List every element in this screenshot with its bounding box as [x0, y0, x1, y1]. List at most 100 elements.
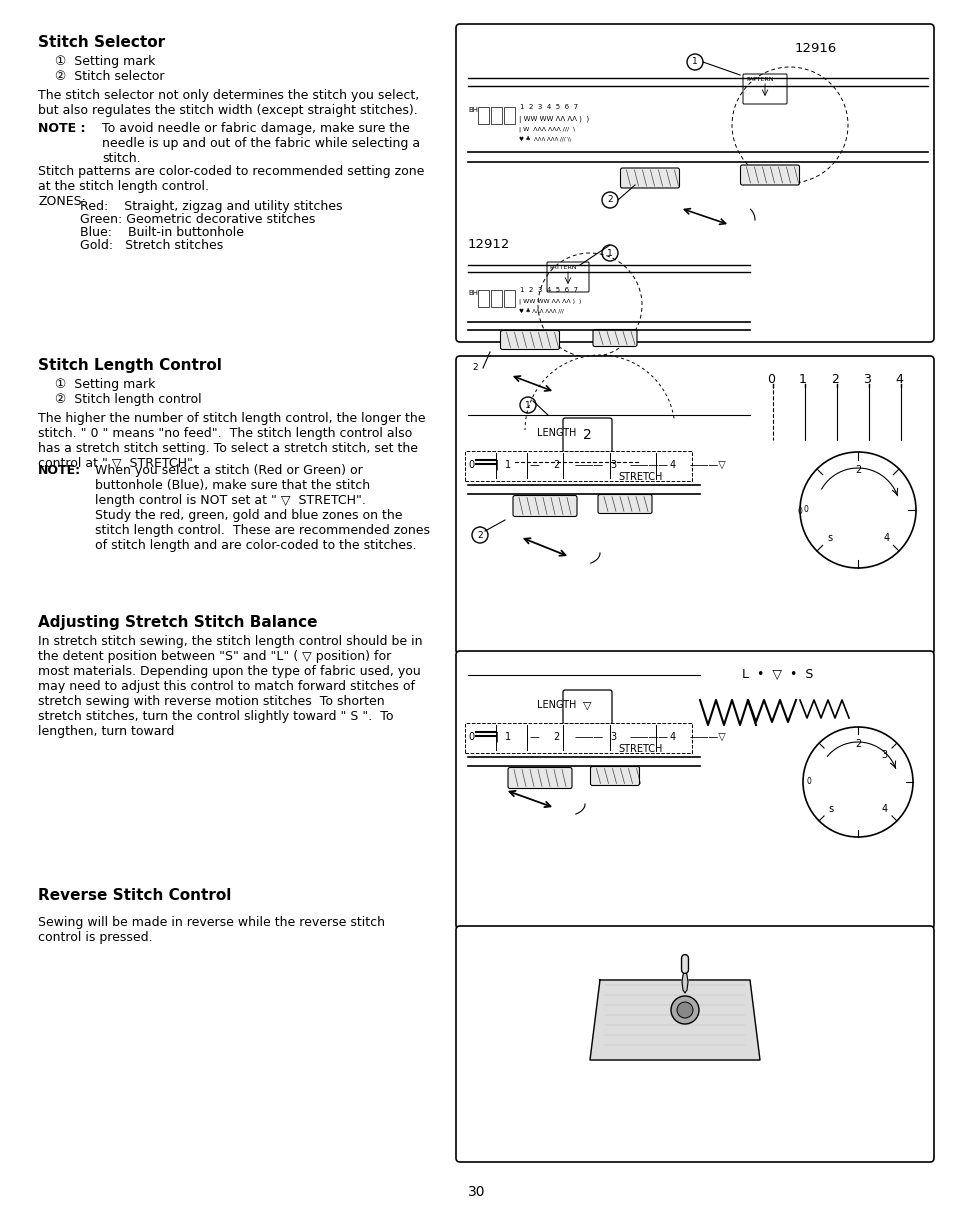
Text: ②  Stitch length control: ② Stitch length control	[55, 393, 201, 406]
Text: 1  2  3  4  5  6  7: 1 2 3 4 5 6 7	[519, 104, 578, 110]
FancyBboxPatch shape	[546, 262, 588, 293]
FancyBboxPatch shape	[562, 690, 612, 724]
FancyBboxPatch shape	[477, 106, 489, 125]
Circle shape	[686, 54, 702, 70]
FancyBboxPatch shape	[590, 767, 639, 786]
Text: STRETCH: STRETCH	[618, 472, 661, 482]
FancyBboxPatch shape	[503, 106, 515, 125]
Circle shape	[601, 245, 618, 261]
Text: 0: 0	[797, 507, 801, 516]
Text: In stretch stitch sewing, the stitch length control should be in
the detent posi: In stretch stitch sewing, the stitch len…	[38, 635, 422, 737]
Text: Green: Geometric decorative stitches: Green: Geometric decorative stitches	[80, 213, 315, 226]
Text: NOTE :: NOTE :	[38, 122, 86, 135]
Text: 0: 0	[468, 731, 474, 742]
Text: 0: 0	[766, 374, 774, 386]
FancyBboxPatch shape	[507, 768, 572, 788]
Text: Stitch Length Control: Stitch Length Control	[38, 358, 222, 374]
Text: Reverse Stitch Control: Reverse Stitch Control	[38, 887, 232, 903]
Polygon shape	[589, 980, 760, 1060]
Text: 2: 2	[606, 196, 612, 204]
Circle shape	[472, 527, 488, 543]
Text: 12912: 12912	[468, 238, 510, 251]
Text: PATTERN: PATTERN	[745, 77, 773, 82]
Text: 4: 4	[894, 374, 902, 386]
Text: BH: BH	[468, 108, 477, 112]
Text: 1: 1	[504, 731, 511, 742]
Text: 30: 30	[468, 1185, 485, 1199]
Text: ———▽: ———▽	[689, 459, 726, 470]
Text: 2: 2	[553, 459, 558, 470]
Text: ————: ————	[629, 731, 668, 742]
Text: 12916: 12916	[794, 42, 837, 54]
Text: 0: 0	[468, 459, 474, 470]
FancyBboxPatch shape	[562, 418, 612, 452]
Text: 1: 1	[504, 459, 511, 470]
Text: —: —	[530, 731, 539, 742]
Text: BH: BH	[468, 290, 477, 296]
FancyBboxPatch shape	[456, 650, 933, 929]
Text: L  •  ▽  •  S: L • ▽ • S	[741, 669, 813, 681]
Text: 2: 2	[476, 531, 482, 539]
Text: Blue:    Built-in buttonhole: Blue: Built-in buttonhole	[80, 226, 244, 239]
Circle shape	[677, 1002, 692, 1018]
FancyBboxPatch shape	[619, 168, 679, 189]
Text: LENGTH: LENGTH	[537, 700, 576, 710]
FancyBboxPatch shape	[598, 494, 651, 514]
Text: PATTERN: PATTERN	[548, 265, 576, 270]
Text: 2: 2	[582, 428, 591, 442]
Text: ①  Setting mark: ① Setting mark	[55, 54, 155, 68]
Text: Sewing will be made in reverse while the reverse stitch
control is pressed.: Sewing will be made in reverse while the…	[38, 916, 385, 944]
Text: ①  Setting mark: ① Setting mark	[55, 378, 155, 391]
Text: ———▽: ———▽	[689, 731, 726, 742]
Circle shape	[467, 360, 482, 376]
Text: 0: 0	[805, 777, 811, 787]
FancyBboxPatch shape	[477, 290, 489, 307]
Text: 4: 4	[669, 459, 676, 470]
Text: ———: ———	[575, 731, 603, 742]
Text: STRETCH: STRETCH	[618, 744, 661, 754]
Text: ———: ———	[575, 459, 603, 470]
Text: To avoid needle or fabric damage, make sure the
needle is up and out of the fabr: To avoid needle or fabric damage, make s…	[102, 122, 419, 164]
Text: NOTE:: NOTE:	[38, 464, 81, 478]
FancyBboxPatch shape	[456, 926, 933, 1162]
Text: Gold:   Stretch stitches: Gold: Stretch stitches	[80, 239, 223, 251]
Text: Stitch patterns are color-coded to recommended setting zone
at the stitch length: Stitch patterns are color-coded to recom…	[38, 164, 424, 208]
Polygon shape	[681, 970, 687, 993]
FancyBboxPatch shape	[456, 24, 933, 342]
FancyBboxPatch shape	[490, 106, 502, 125]
Circle shape	[519, 397, 536, 413]
Text: Stitch Selector: Stitch Selector	[38, 35, 165, 50]
Text: Red:    Straight, zigzag and utility stitches: Red: Straight, zigzag and utility stitch…	[80, 199, 342, 213]
Text: |: |	[496, 459, 498, 470]
Text: —: —	[530, 459, 539, 470]
Text: ————: ————	[629, 459, 668, 470]
FancyBboxPatch shape	[490, 290, 502, 307]
Text: The higher the number of stitch length control, the longer the
stitch. " 0 " mea: The higher the number of stitch length c…	[38, 412, 425, 470]
Text: 0: 0	[802, 505, 807, 515]
Text: 1: 1	[606, 249, 612, 258]
Text: 1: 1	[691, 58, 698, 66]
Text: 2: 2	[830, 374, 838, 386]
Text: 4: 4	[881, 804, 887, 814]
Text: 3: 3	[862, 374, 870, 386]
Text: LENGTH: LENGTH	[537, 428, 576, 438]
Text: 1: 1	[799, 374, 806, 386]
Text: ▽: ▽	[582, 700, 591, 710]
Text: | WW WW ΛΛ ΛΛ )  ): | WW WW ΛΛ ΛΛ ) )	[518, 116, 589, 123]
Text: 2: 2	[854, 465, 861, 475]
FancyBboxPatch shape	[740, 164, 799, 185]
FancyBboxPatch shape	[742, 74, 786, 104]
FancyBboxPatch shape	[593, 330, 637, 347]
Text: 1  2  3  4  5  6  7: 1 2 3 4 5 6 7	[519, 287, 578, 293]
Text: s: s	[828, 804, 833, 814]
Text: 3: 3	[609, 731, 616, 742]
Text: 3: 3	[881, 750, 887, 760]
Text: ♥ ♣  ΛΛΛ ΛΛΛ /// \\: ♥ ♣ ΛΛΛ ΛΛΛ /// \\	[518, 137, 571, 143]
FancyBboxPatch shape	[503, 290, 515, 307]
Text: When you select a stitch (Red or Green) or
buttonhole (Blue), make sure that the: When you select a stitch (Red or Green) …	[95, 464, 430, 553]
Text: ♥ ♣ ΛΛΛ ΛΛΛ ///: ♥ ♣ ΛΛΛ ΛΛΛ ///	[518, 310, 563, 314]
FancyBboxPatch shape	[500, 330, 558, 349]
FancyBboxPatch shape	[464, 723, 691, 753]
Text: s: s	[826, 533, 831, 543]
Text: Adjusting Stretch Stitch Balance: Adjusting Stretch Stitch Balance	[38, 615, 317, 630]
